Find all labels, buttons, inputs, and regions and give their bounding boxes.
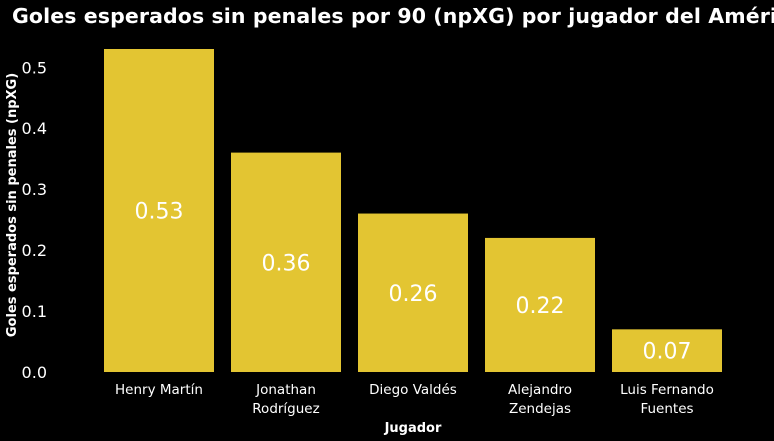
bar: [485, 237, 595, 372]
bar-value-label: 0.26: [389, 282, 438, 307]
x-tick-label: Luis Fernando Fuentes: [620, 382, 714, 417]
bars: [104, 49, 722, 372]
y-tick-label: 0.2: [22, 241, 47, 260]
y-axis-label: Goles esperados sin penales (npXG): [5, 73, 20, 337]
y-tick-label: 0.5: [22, 58, 47, 77]
bar: [104, 49, 214, 372]
y-axis-ticks: 0.0 0.1 0.2 0.3 0.4 0.5: [22, 58, 47, 382]
x-tick-label: Alejandro Zendejas: [508, 382, 572, 417]
y-tick-label: 0.3: [22, 180, 47, 199]
x-axis-ticks: Henry Martín Jonathan Rodríguez Diego Valdé…: [115, 382, 714, 417]
y-tick-label: 0.1: [22, 302, 47, 321]
data-labels: 0.53 0.36 0.26 0.22 0.07: [135, 200, 692, 365]
x-tick-label: Henry Martín: [115, 382, 203, 398]
x-tick-label: Jonathan Rodríguez: [252, 382, 319, 417]
chart-title: Goles esperados sin penales por 90 (npXG…: [12, 4, 774, 28]
bar-value-label: 0.53: [135, 200, 184, 225]
y-tick-label: 0.0: [22, 363, 47, 382]
bar-value-label: 0.36: [262, 251, 311, 276]
bar-value-label: 0.07: [643, 340, 692, 365]
bar: [231, 152, 341, 372]
bar: [358, 213, 468, 372]
x-axis-label: Jugador: [384, 421, 442, 436]
x-tick-label: Diego Valdés: [369, 382, 457, 398]
y-tick-label: 0.4: [22, 119, 47, 138]
bar: [612, 329, 722, 372]
bar-value-label: 0.22: [516, 294, 565, 319]
